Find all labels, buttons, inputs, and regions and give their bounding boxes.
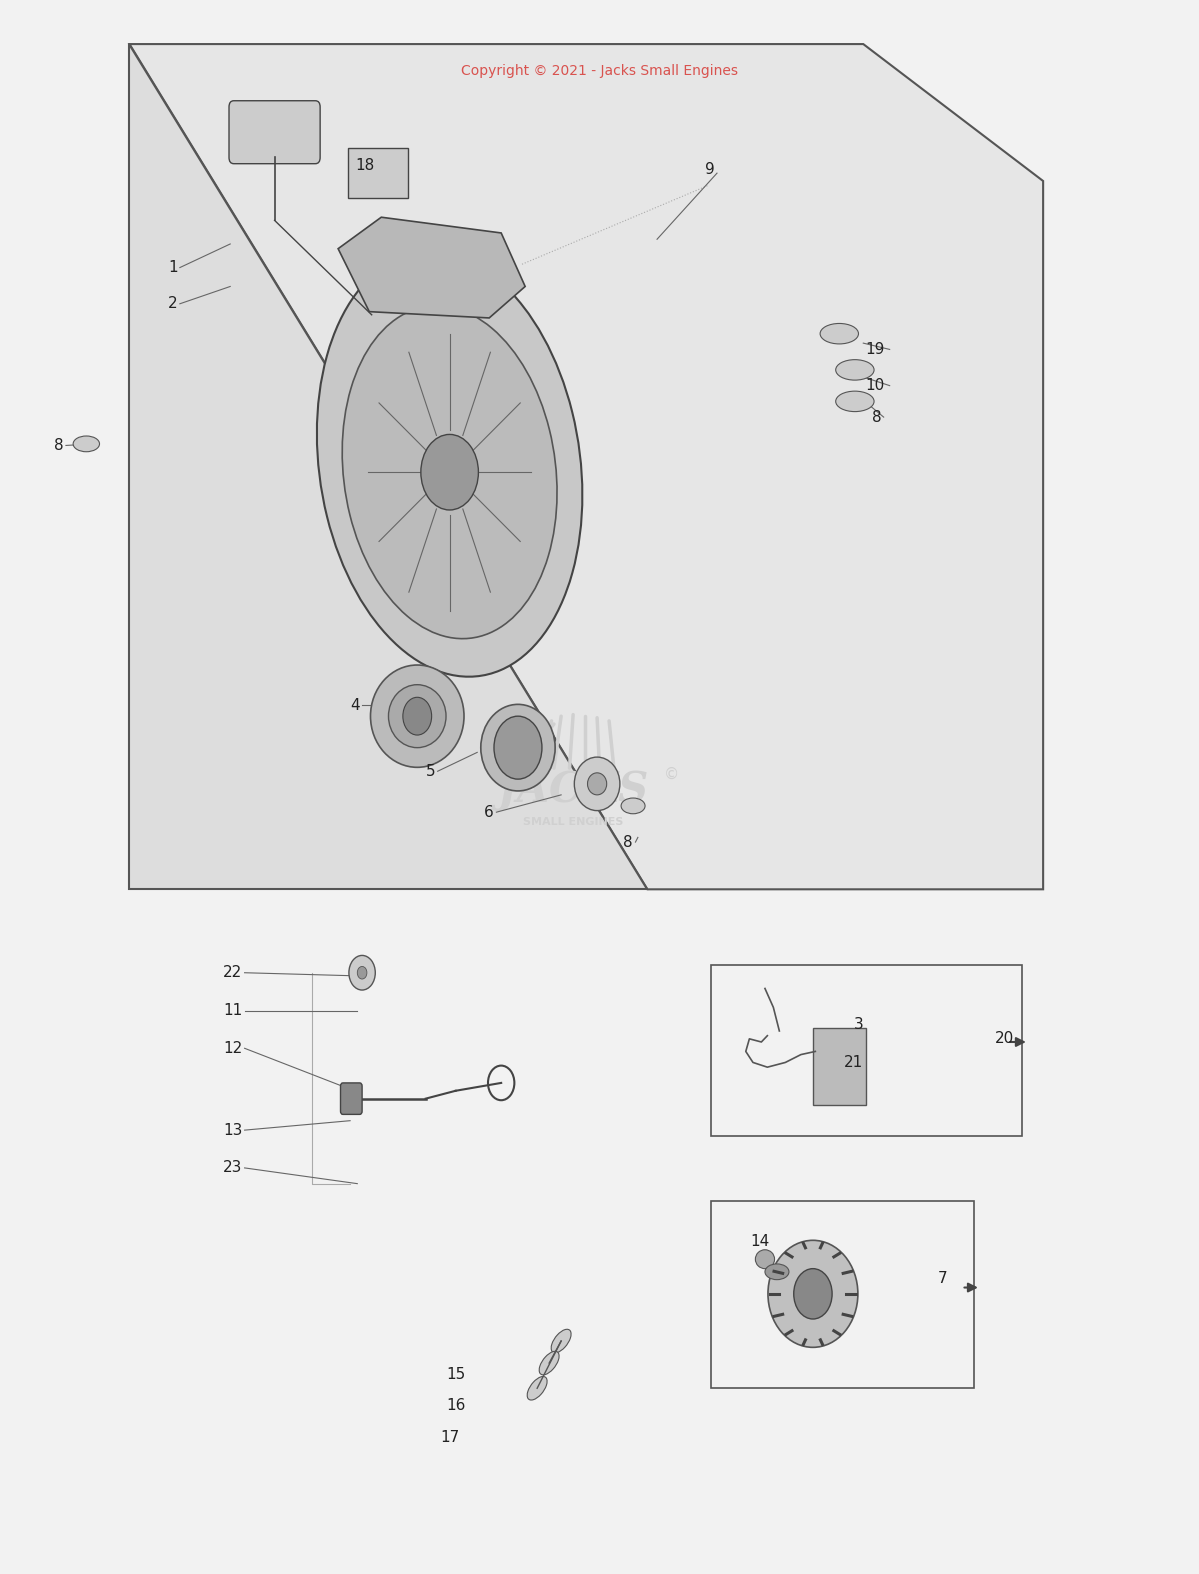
FancyBboxPatch shape — [341, 1083, 362, 1114]
Ellipse shape — [820, 324, 858, 345]
Text: ©: © — [664, 767, 679, 782]
Text: 18: 18 — [355, 157, 374, 173]
Polygon shape — [129, 44, 1043, 889]
Ellipse shape — [836, 360, 874, 381]
FancyBboxPatch shape — [229, 101, 320, 164]
Ellipse shape — [552, 1330, 571, 1352]
Circle shape — [403, 697, 432, 735]
Ellipse shape — [73, 436, 100, 452]
Ellipse shape — [621, 798, 645, 814]
Circle shape — [421, 434, 478, 510]
Text: 19: 19 — [866, 342, 885, 357]
Ellipse shape — [481, 705, 555, 790]
Ellipse shape — [528, 1377, 547, 1399]
FancyBboxPatch shape — [348, 148, 408, 198]
Text: 8: 8 — [623, 834, 633, 850]
Text: 14: 14 — [751, 1234, 770, 1250]
Polygon shape — [129, 44, 647, 889]
FancyBboxPatch shape — [711, 965, 1022, 1136]
Text: 2: 2 — [168, 296, 177, 312]
Ellipse shape — [370, 666, 464, 768]
Text: SMALL ENGINES: SMALL ENGINES — [523, 817, 623, 826]
Text: 16: 16 — [446, 1398, 465, 1413]
Ellipse shape — [317, 252, 583, 677]
Text: 21: 21 — [844, 1055, 863, 1070]
Ellipse shape — [574, 757, 620, 811]
Text: 3: 3 — [854, 1017, 863, 1033]
Polygon shape — [338, 217, 525, 318]
Ellipse shape — [388, 685, 446, 748]
Text: 8: 8 — [872, 409, 881, 425]
Text: 9: 9 — [705, 162, 715, 178]
Ellipse shape — [540, 1352, 559, 1374]
FancyBboxPatch shape — [813, 1028, 866, 1105]
Ellipse shape — [767, 1240, 857, 1347]
Text: 7: 7 — [938, 1270, 947, 1286]
Text: 5: 5 — [426, 763, 435, 779]
Text: 23: 23 — [223, 1160, 242, 1176]
Text: 4: 4 — [350, 697, 360, 713]
Ellipse shape — [588, 773, 607, 795]
Text: 22: 22 — [223, 965, 242, 981]
Text: Copyright © 2021 - Jacks Small Engines: Copyright © 2021 - Jacks Small Engines — [460, 65, 739, 77]
Text: 15: 15 — [446, 1366, 465, 1382]
Ellipse shape — [342, 305, 558, 639]
Text: 6: 6 — [484, 804, 494, 820]
Circle shape — [794, 1269, 832, 1319]
Text: 12: 12 — [223, 1040, 242, 1056]
FancyBboxPatch shape — [711, 1201, 974, 1388]
Text: JACKS: JACKS — [498, 770, 649, 811]
Circle shape — [349, 955, 375, 990]
Ellipse shape — [836, 392, 874, 412]
Circle shape — [494, 716, 542, 779]
Text: 1: 1 — [168, 260, 177, 275]
Text: 20: 20 — [995, 1031, 1014, 1047]
Text: 11: 11 — [223, 1003, 242, 1018]
Text: 8: 8 — [54, 438, 64, 453]
Text: 17: 17 — [440, 1429, 459, 1445]
Circle shape — [357, 966, 367, 979]
Text: 10: 10 — [866, 378, 885, 394]
Text: 13: 13 — [223, 1122, 242, 1138]
Ellipse shape — [755, 1250, 775, 1269]
Ellipse shape — [765, 1264, 789, 1280]
